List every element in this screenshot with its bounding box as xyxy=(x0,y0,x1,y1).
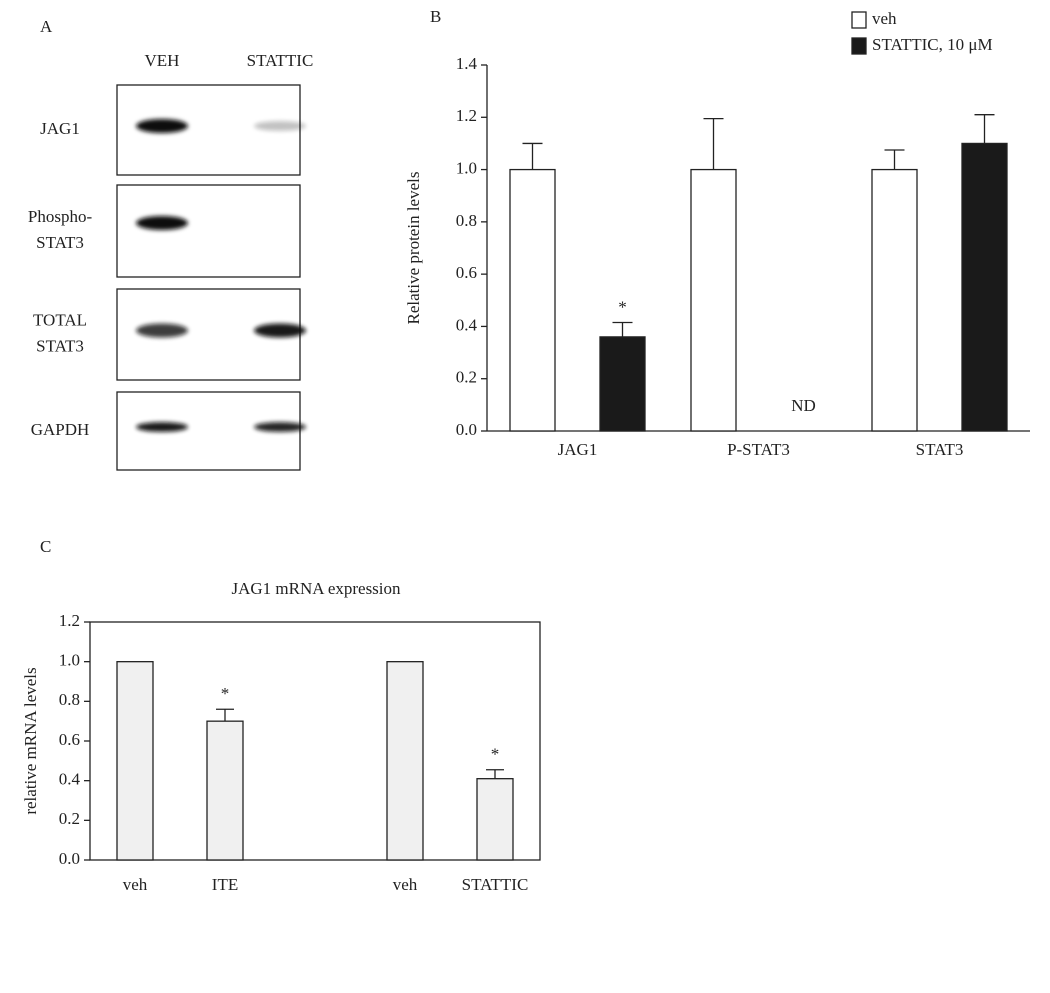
blot-band xyxy=(136,323,188,338)
error-bar xyxy=(486,769,504,779)
y-tick-label: 0.2 xyxy=(59,809,80,828)
chart-title: JAG1 mRNA expression xyxy=(231,579,401,598)
bar xyxy=(599,336,646,432)
panel-label: B xyxy=(430,7,441,26)
legend-label: veh xyxy=(872,9,897,28)
y-axis-label: Relative protein levels xyxy=(404,172,423,325)
legend-swatch xyxy=(851,11,867,29)
annotation: * xyxy=(618,297,627,316)
legend-label: STATTIC, 10 μM xyxy=(872,35,993,54)
row-label: GAPDH xyxy=(31,420,90,439)
bar xyxy=(871,168,918,432)
panel-label: A xyxy=(40,17,53,36)
y-tick-label: 0.4 xyxy=(456,315,478,334)
bar xyxy=(690,168,737,432)
x-tick-label: veh xyxy=(393,875,418,894)
blot-band xyxy=(136,119,188,133)
row-label: TOTAL xyxy=(33,310,87,329)
error-bar xyxy=(522,142,543,170)
annotation: * xyxy=(221,684,230,703)
y-tick-label: 1.0 xyxy=(59,651,80,670)
bar xyxy=(386,661,424,861)
y-tick-label: 0.6 xyxy=(59,730,80,749)
blot-band xyxy=(254,121,306,131)
y-tick-label: 0.6 xyxy=(456,263,477,282)
y-tick-label: 0.0 xyxy=(456,420,477,439)
bar xyxy=(961,142,1008,432)
error-bar xyxy=(884,149,905,170)
bar xyxy=(509,168,556,432)
lane-label: STATTIC xyxy=(247,51,314,70)
error-bar xyxy=(216,708,234,722)
plot-frame xyxy=(89,621,541,861)
row-label: Phospho- xyxy=(28,207,93,226)
blot-box xyxy=(116,184,301,278)
blot-band xyxy=(254,323,306,338)
row-label: JAG1 xyxy=(40,119,80,138)
x-tick-label: veh xyxy=(123,875,148,894)
error-bar xyxy=(974,114,995,144)
y-tick-label: 0.0 xyxy=(59,849,80,868)
x-tick-label: JAG1 xyxy=(558,440,598,459)
x-tick-label: STATTIC xyxy=(462,875,529,894)
y-tick-label: 0.8 xyxy=(456,211,477,230)
row-label: STAT3 xyxy=(36,233,84,252)
blot-band xyxy=(136,216,188,230)
y-tick-label: 0.8 xyxy=(59,690,80,709)
blot-band xyxy=(136,422,188,432)
lane-label: VEH xyxy=(145,51,180,70)
y-axis-label: relative mRNA levels xyxy=(21,667,40,814)
x-tick-label: ITE xyxy=(212,875,238,894)
bar xyxy=(116,661,154,861)
bar xyxy=(206,720,244,861)
error-bar xyxy=(703,117,724,170)
y-tick-label: 1.4 xyxy=(456,54,478,73)
blot-band xyxy=(254,422,306,432)
row-label: STAT3 xyxy=(36,336,84,355)
legend-swatch xyxy=(851,37,867,55)
y-tick-label: 1.2 xyxy=(456,106,477,125)
y-tick-label: 1.0 xyxy=(456,158,477,177)
x-tick-label: P-STAT3 xyxy=(727,440,790,459)
y-tick-label: 1.2 xyxy=(59,611,80,630)
x-tick-label: STAT3 xyxy=(916,440,964,459)
error-bar xyxy=(612,321,633,337)
y-tick-label: 0.4 xyxy=(59,770,81,789)
bar xyxy=(476,778,514,861)
y-tick-label: 0.2 xyxy=(456,368,477,387)
panel-label: C xyxy=(40,537,51,556)
annotation: * xyxy=(491,745,500,764)
annotation: ND xyxy=(791,396,816,415)
